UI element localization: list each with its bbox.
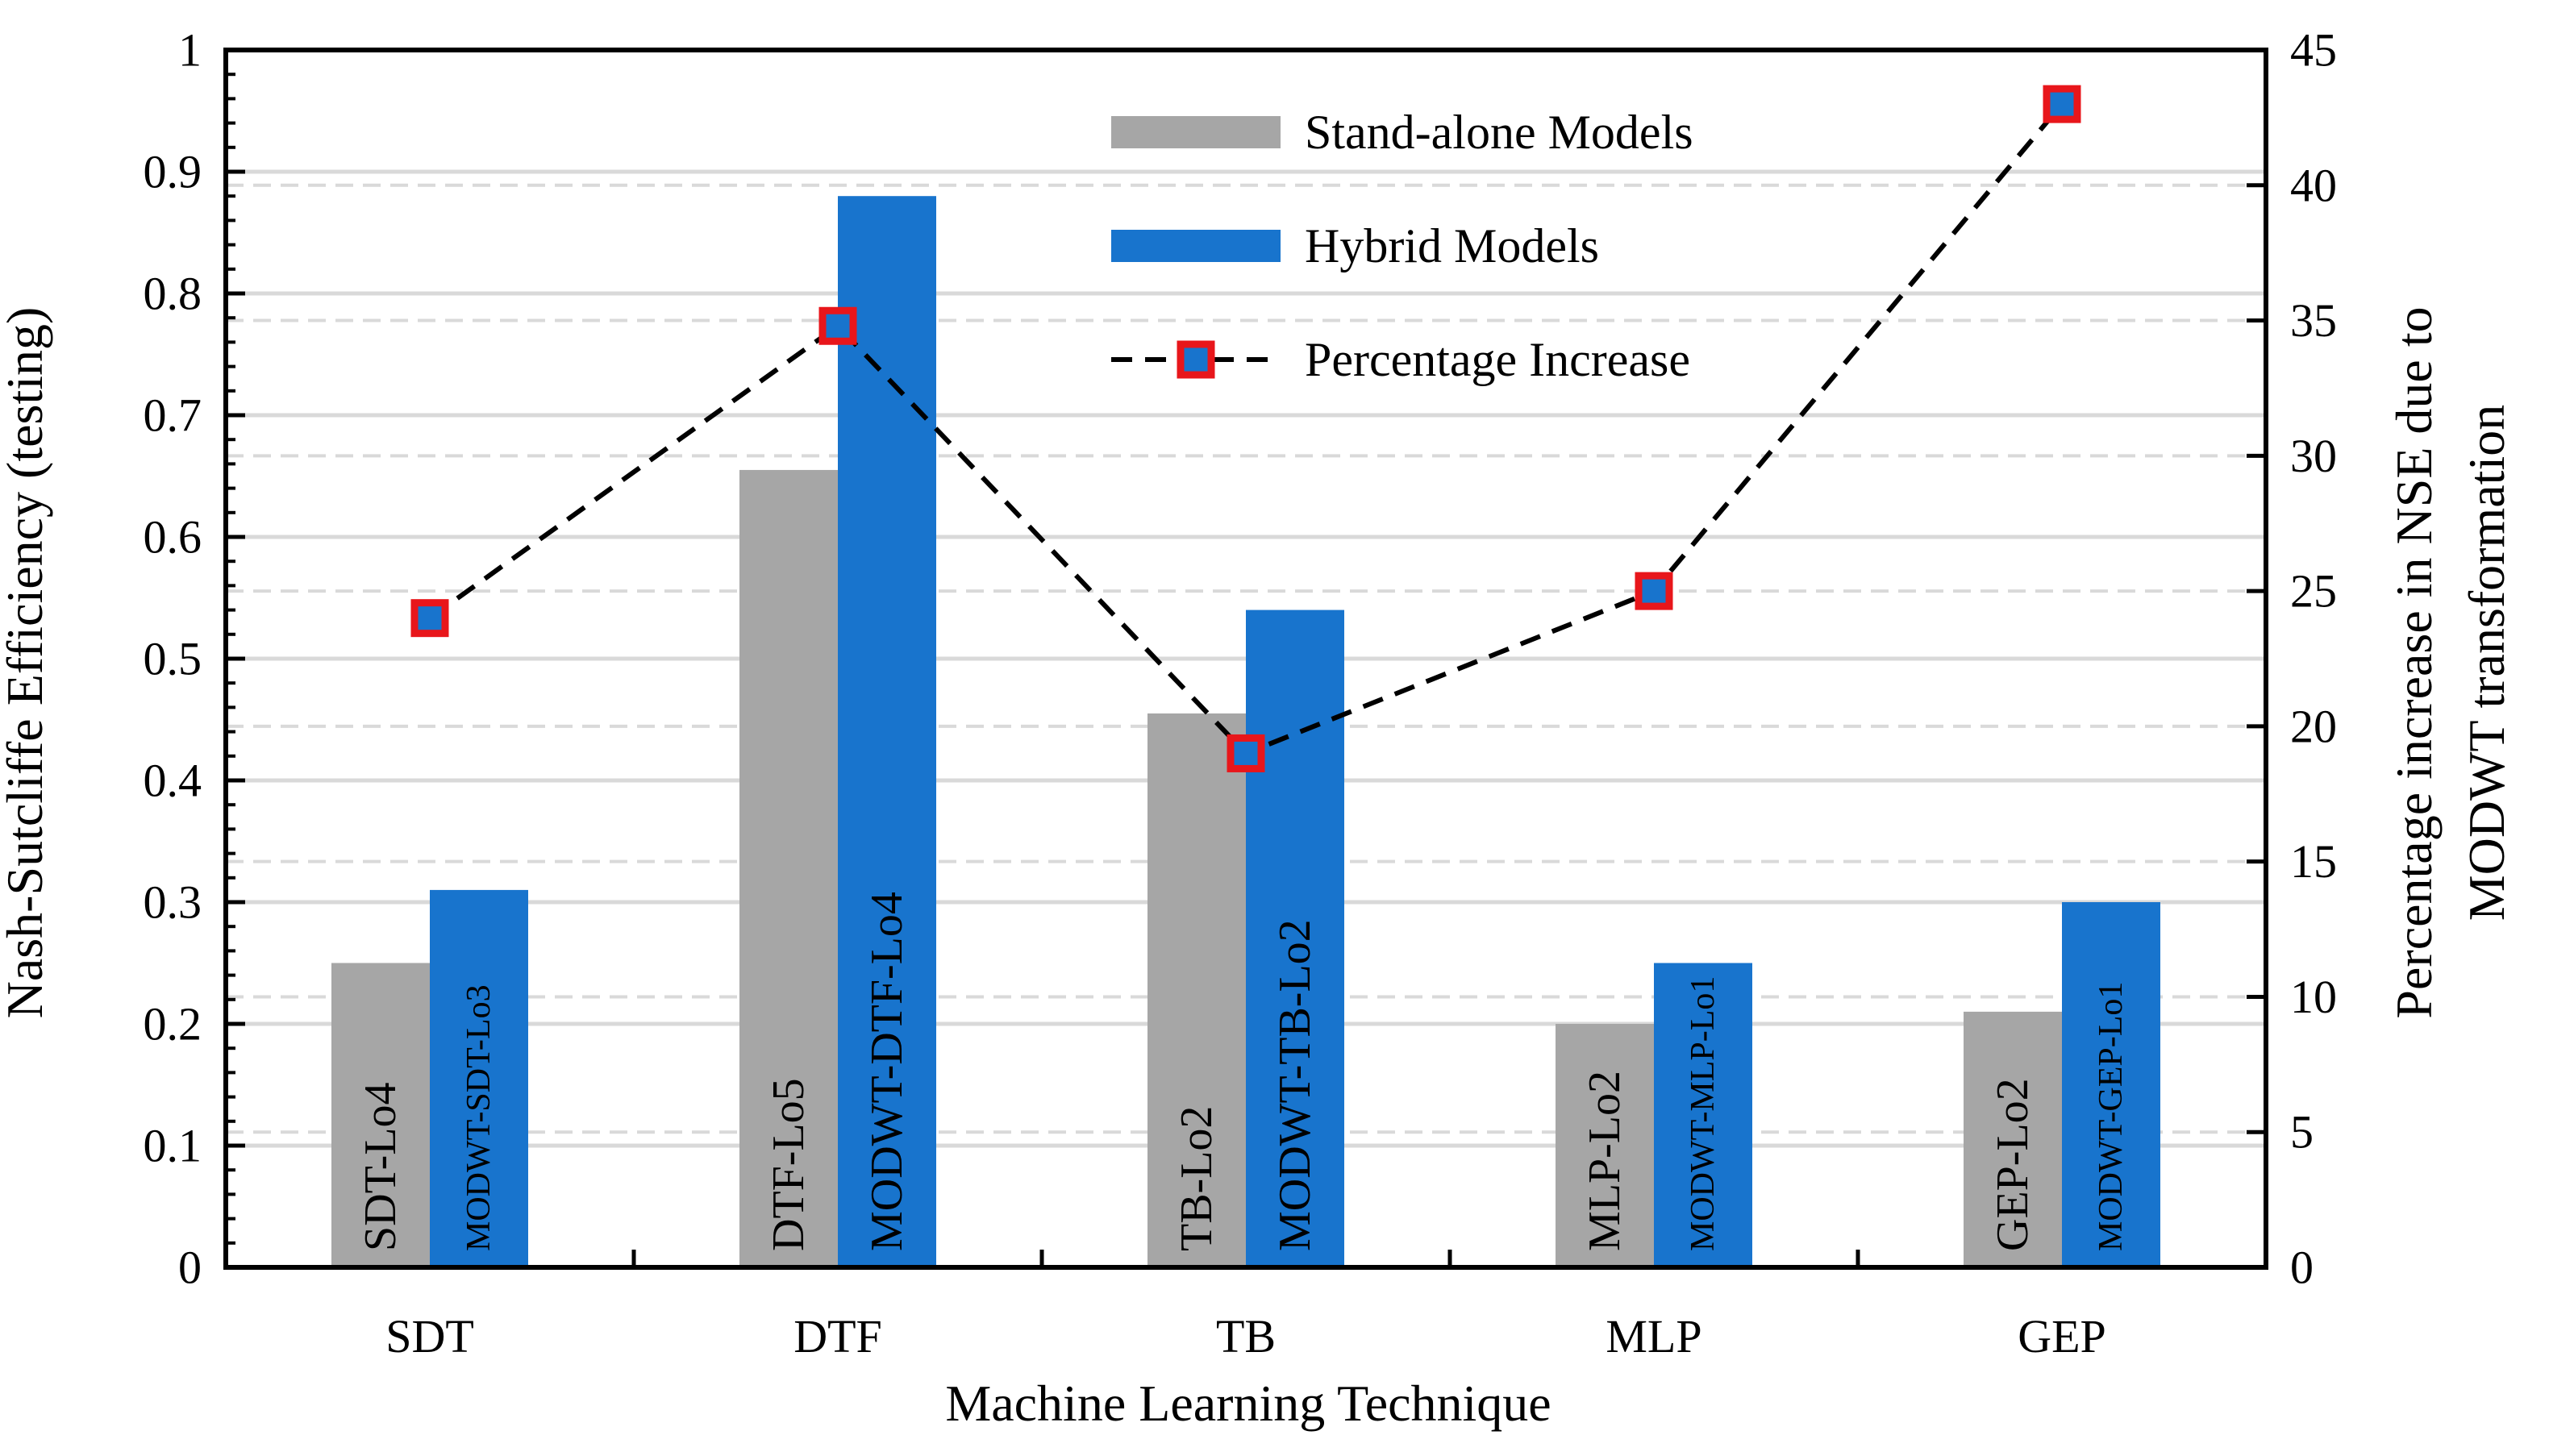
y-tick-label: 0.3 bbox=[144, 876, 202, 929]
bar-label-standalone: DTF-Lo5 bbox=[764, 1078, 814, 1251]
bar-standalone-dtf bbox=[739, 469, 838, 1267]
y2-tick-label: 5 bbox=[2290, 1106, 2314, 1159]
y-axis-title: Nash-Sutcliffe Efficiency (testing) bbox=[0, 307, 53, 1019]
x-axis-ticks: SDT DTF TB MLP GEP bbox=[385, 1250, 2106, 1362]
y2-tick-label: 45 bbox=[2290, 24, 2337, 77]
bar-standalone-tb bbox=[1147, 713, 1246, 1267]
y2-tick-label: 25 bbox=[2290, 565, 2337, 618]
bar-labels: SDT-Lo4 MODWT-SDT-Lo3 DTF-Lo5 MODWT-DTF-Lo4… bbox=[356, 892, 2130, 1251]
bar-label-standalone: SDT-Lo4 bbox=[356, 1082, 406, 1251]
right-axis-ticks: 0 5 10 15 20 25 30 35 40 45 bbox=[2247, 24, 2337, 1294]
bar-hybrid-sdt bbox=[430, 889, 528, 1267]
legend: Stand-alone Models Hybrid Models Percentag… bbox=[1111, 106, 1693, 386]
bar-label-standalone: TB-Lo2 bbox=[1172, 1106, 1222, 1251]
y-tick-label: 0.8 bbox=[144, 268, 202, 320]
y-tick-label: 0.1 bbox=[144, 1120, 202, 1172]
y-tick-label: 0.7 bbox=[144, 389, 202, 442]
bar-label-hybrid: MODWT-DTF-Lo4 bbox=[862, 892, 912, 1251]
percentage-marker-mlp bbox=[1635, 572, 1673, 610]
y2-axis-title-line1: Percentage increase in NSE due to bbox=[2385, 306, 2443, 1018]
legend-swatch-hybrid bbox=[1111, 230, 1281, 262]
x-tick-label-mlp: MLP bbox=[1606, 1310, 1701, 1362]
bars bbox=[331, 196, 2160, 1268]
y-tick-label: 0.5 bbox=[144, 633, 202, 685]
y-tick-label: 0.4 bbox=[144, 755, 202, 807]
y2-tick-label: 15 bbox=[2290, 835, 2337, 888]
y2-tick-label: 20 bbox=[2290, 700, 2337, 752]
percentage-marker-sdt bbox=[410, 599, 449, 638]
y-tick-label: 0 bbox=[178, 1242, 202, 1294]
legend-marker-percentage bbox=[1177, 340, 1215, 379]
percentage-marker-gep bbox=[2043, 85, 2081, 123]
x-tick-label-tb: TB bbox=[1216, 1310, 1276, 1362]
x-tick-label-gep: GEP bbox=[2018, 1310, 2106, 1362]
bar-label-hybrid: MODWT-TB-Lo2 bbox=[1270, 919, 1320, 1251]
bar-label-hybrid: MODWT-MLP-Lo1 bbox=[1685, 976, 1722, 1251]
bar-hybrid-mlp bbox=[1654, 963, 1752, 1267]
legend-label: Hybrid Models bbox=[1305, 219, 1599, 272]
bar-label-hybrid: MODWT-GEP-Lo1 bbox=[2093, 982, 2130, 1251]
bar-hybrid-tb bbox=[1246, 609, 1344, 1267]
x-tick-label-dtf: DTF bbox=[793, 1310, 882, 1362]
y2-tick-label: 35 bbox=[2290, 294, 2337, 347]
bar-standalone-mlp bbox=[1556, 1024, 1654, 1267]
y2-tick-label: 30 bbox=[2290, 430, 2337, 482]
legend-label: Percentage Increase bbox=[1305, 333, 1690, 386]
y2-tick-label: 10 bbox=[2290, 971, 2337, 1023]
y-tick-label: 0.2 bbox=[144, 998, 202, 1050]
left-axis-ticks: 0 0.1 0.2 0.3 0.4 0.5 0.6 0.7 0.8 0.9 1 bbox=[144, 24, 245, 1294]
y-tick-label: 0.9 bbox=[144, 146, 202, 198]
x-tick-label-sdt: SDT bbox=[385, 1310, 474, 1362]
bar-label-standalone: MLP-Lo2 bbox=[1580, 1071, 1630, 1251]
bar-label-standalone: GEP-Lo2 bbox=[1988, 1078, 2038, 1251]
legend-label: Stand-alone Models bbox=[1305, 106, 1693, 159]
bar-hybrid-dtf bbox=[838, 196, 936, 1268]
y-tick-label: 1 bbox=[178, 24, 202, 77]
y2-axis-title-line2: MODWT transformation bbox=[2458, 405, 2515, 921]
bar-hybrid-gep bbox=[2062, 902, 2160, 1267]
y2-tick-label: 40 bbox=[2290, 159, 2337, 211]
y-tick-label: 0.6 bbox=[144, 511, 202, 564]
x-axis-title: Machine Learning Technique bbox=[945, 1375, 1551, 1432]
percentage-increase-line bbox=[410, 85, 2081, 772]
legend-swatch-standalone bbox=[1111, 116, 1281, 148]
bar-label-hybrid: MODWT-SDT-Lo3 bbox=[460, 984, 498, 1251]
y2-tick-label: 0 bbox=[2290, 1242, 2314, 1294]
percentage-marker-dtf bbox=[818, 306, 857, 345]
bar-standalone-gep bbox=[1964, 1011, 2062, 1267]
bar-standalone-sdt bbox=[331, 963, 430, 1267]
percentage-marker-tb bbox=[1227, 734, 1265, 772]
